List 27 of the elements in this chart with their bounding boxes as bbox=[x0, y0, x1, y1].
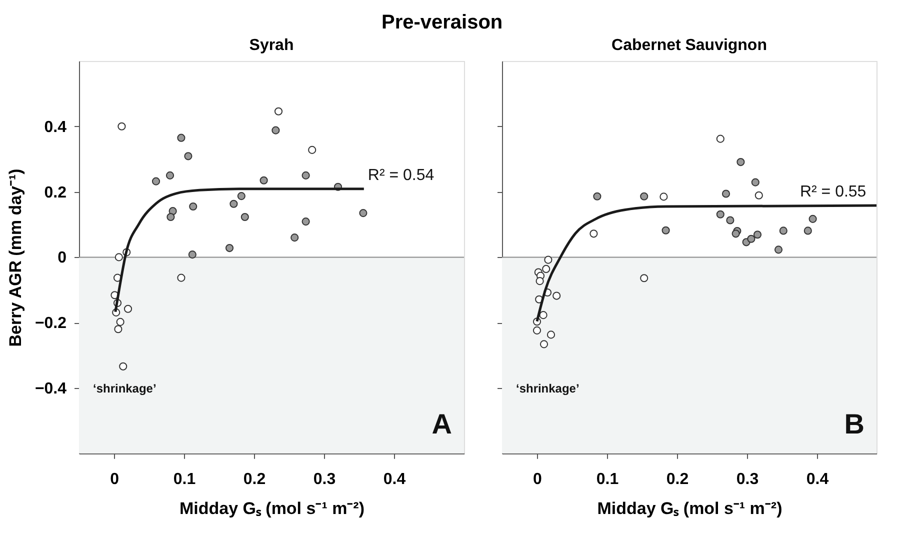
y-tick-label: 0.2 bbox=[44, 184, 67, 202]
x-tick-label: 0 bbox=[110, 470, 120, 488]
annotation: B bbox=[844, 408, 864, 440]
x-tick-label: 0.4 bbox=[806, 470, 829, 488]
x-tick-label: 0.4 bbox=[383, 470, 406, 488]
x-tick-label: 0.1 bbox=[596, 470, 619, 488]
x-axis-title: Midday Gₛ (mol s⁻¹ m⁻²) bbox=[180, 498, 364, 518]
x-tick-label: 0.2 bbox=[666, 470, 689, 488]
x-axis-title: Midday Gₛ (mol s⁻¹ m⁻²) bbox=[597, 498, 782, 518]
x-tick-label: 0.2 bbox=[243, 470, 266, 488]
chart-title: Pre-veraison bbox=[382, 12, 503, 34]
x-tick-label: 0.1 bbox=[173, 470, 196, 488]
annotation: A bbox=[432, 408, 452, 440]
annotation: ‘shrinkage’ bbox=[93, 381, 156, 396]
x-tick-label: 0 bbox=[533, 470, 542, 488]
chart-subtitle: Syrah bbox=[249, 37, 294, 54]
x-tick-label: 0.3 bbox=[313, 470, 336, 488]
y-axis-title: Berry AGR (mm day⁻¹) bbox=[6, 168, 25, 347]
y-tick-label: −0.4 bbox=[34, 380, 67, 398]
annotation: R² = 0.55 bbox=[800, 184, 866, 201]
annotation: R² = 0.54 bbox=[368, 166, 434, 184]
y-tick-label: −0.2 bbox=[34, 315, 67, 332]
y-tick-label: 0 bbox=[58, 250, 67, 267]
annotation: ‘shrinkage’ bbox=[516, 381, 580, 396]
x-tick-label: 0.3 bbox=[736, 470, 759, 488]
chart-subtitle: Cabernet Sauvignon bbox=[612, 37, 767, 54]
y-tick-label: 0.4 bbox=[44, 118, 67, 136]
